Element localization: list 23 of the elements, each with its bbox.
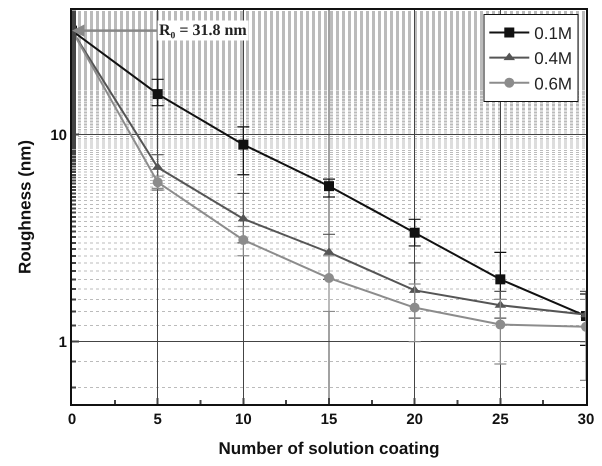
annotation: R₀ = 31.8 nm bbox=[159, 22, 248, 39]
x-tick-label: 0 bbox=[68, 411, 76, 428]
x-tick-label: 25 bbox=[492, 411, 509, 428]
legend-label: 0.6M bbox=[534, 74, 572, 94]
x-tick-label: 10 bbox=[234, 411, 252, 428]
legend-label: 0.1M bbox=[534, 24, 572, 44]
point bbox=[410, 302, 420, 313]
point bbox=[238, 234, 248, 245]
x-axis-title: Number of solution coating bbox=[218, 438, 440, 458]
y-tick-label: 1 bbox=[58, 334, 67, 351]
x-tick-label: 30 bbox=[578, 411, 594, 428]
point bbox=[410, 228, 420, 238]
point bbox=[495, 274, 506, 284]
point bbox=[324, 273, 334, 284]
point bbox=[152, 89, 163, 100]
point bbox=[324, 181, 334, 192]
x-tick-label: 15 bbox=[320, 411, 338, 428]
point bbox=[495, 320, 506, 330]
legend-label: 0.4M bbox=[534, 49, 572, 68]
y-axis-title: Roughness (nm) bbox=[15, 140, 34, 274]
x-tick-label: 20 bbox=[406, 411, 424, 428]
point bbox=[238, 140, 248, 150]
x-tick-label: 5 bbox=[154, 411, 162, 428]
